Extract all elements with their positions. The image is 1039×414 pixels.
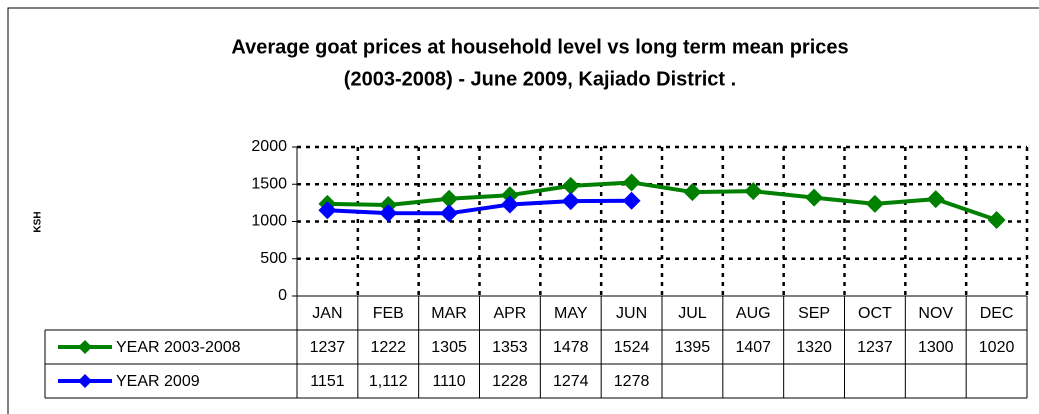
legend-label: YEAR 2009 [116,373,200,390]
marker [744,182,763,201]
marker [805,188,824,207]
x-tick-label: AUG [736,305,771,322]
x-tick-label: MAY [554,305,588,322]
series-line [327,180,998,222]
y-tick-label: 500 [260,250,287,267]
x-tick-label: NOV [918,305,953,322]
x-tick-label: JUL [678,305,707,322]
data-table-value: 1320 [796,339,832,356]
data-table-value: 1237 [857,339,893,356]
marker [683,183,702,202]
y-axis-label: KSH [33,211,44,232]
data-table-value: 1278 [614,373,650,390]
y-tick-label: 1000 [251,213,287,230]
marker [926,190,945,209]
marker [865,194,884,213]
marker [440,189,459,208]
chart-title: Average goat prices at household level v… [231,36,848,58]
data-table-value: 1274 [553,373,589,390]
marker [500,195,519,214]
data-table-value: 1110 [432,373,465,390]
data-table-value: 1300 [918,339,954,356]
data-table-value: 1395 [675,339,711,356]
marker [561,192,580,211]
x-tick-label: JUN [616,305,647,322]
x-tick-label: OCT [858,305,892,322]
marker [318,201,337,220]
x-tick-label: FEB [373,305,404,322]
y-tick-label: 2000 [251,138,287,155]
x-tick-label: MAR [431,305,467,322]
data-table-value: 1222 [370,339,406,356]
x-tick-label: JAN [312,305,342,322]
data-table-value: 1478 [553,339,589,356]
data-table-value: 1305 [431,339,467,356]
series-line [327,198,632,216]
marker [440,204,459,223]
data-table-value: 1407 [735,339,771,356]
data-table-value: 1,112 [369,373,408,390]
data-table-value: 1524 [614,339,650,356]
data-table-value: 1237 [310,339,346,356]
marker [561,176,580,195]
data-table-value: 1353 [492,339,528,356]
data-table-value: 1151 [310,373,345,390]
x-tick-label: SEP [798,305,830,322]
legend-marker [78,340,92,354]
y-tick-label: 1500 [251,175,287,192]
x-tick-label: APR [493,305,526,322]
marker [622,191,641,210]
chart-title: (2003-2008) - June 2009, Kajiado Distric… [344,68,736,90]
y-tick-label: 0 [278,287,287,304]
marker [987,211,1006,230]
chart-frame [7,7,1039,414]
data-table-value: 1020 [979,339,1015,356]
legend-label: YEAR 2003-2008 [116,339,241,356]
marker [500,186,519,205]
marker [622,173,641,192]
data-table-value: 1228 [492,373,528,390]
x-tick-label: DEC [980,305,1014,322]
marker [379,204,398,223]
legend-marker [78,374,92,388]
